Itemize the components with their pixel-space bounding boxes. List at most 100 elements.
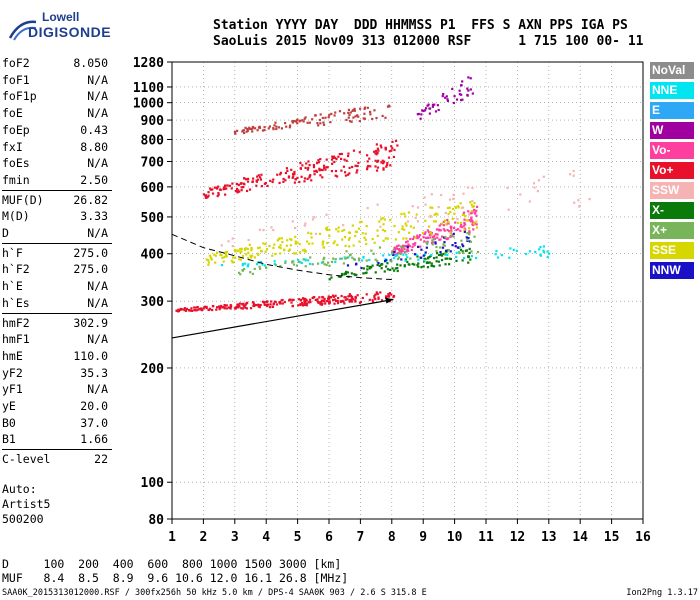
- data-point: [311, 263, 314, 266]
- data-point: [289, 244, 292, 247]
- data-point: [512, 248, 515, 251]
- data-point: [370, 266, 373, 269]
- data-point: [272, 303, 275, 306]
- data-point: [447, 212, 450, 216]
- param-row-fxi: fxI 8.80: [2, 140, 108, 156]
- data-point: [422, 254, 425, 257]
- data-point: [459, 221, 463, 225]
- data-point: [402, 244, 405, 247]
- data-point: [331, 162, 334, 165]
- data-point: [209, 188, 213, 191]
- data-point: [217, 193, 220, 196]
- distance-muf-table: D 100 200 400 600 800 1000 1500 3000 [km…: [2, 557, 348, 585]
- data-point: [403, 228, 406, 231]
- data-point: [220, 264, 224, 267]
- data-point: [419, 117, 422, 120]
- data-point: [316, 122, 319, 125]
- data-point: [409, 225, 413, 228]
- data-point: [339, 257, 342, 260]
- y-tick-label: 80: [148, 513, 164, 528]
- data-point: [217, 185, 220, 188]
- data-point: [475, 209, 478, 212]
- data-point: [420, 113, 423, 116]
- data-point: [461, 243, 464, 246]
- data-point: [348, 113, 351, 117]
- data-point: [175, 309, 178, 312]
- data-point: [288, 126, 291, 129]
- data-point: [471, 219, 474, 222]
- data-point: [460, 84, 463, 87]
- data-point: [334, 294, 337, 297]
- data-point: [428, 225, 431, 228]
- param-name: B0: [2, 415, 16, 430]
- data-point: [239, 251, 242, 254]
- data-point: [542, 245, 546, 248]
- data-point: [444, 253, 447, 256]
- data-point: [296, 118, 299, 121]
- data-point: [392, 257, 396, 260]
- data-point: [242, 186, 245, 189]
- data-point: [398, 247, 401, 251]
- data-point: [396, 254, 399, 257]
- data-point: [383, 218, 386, 221]
- data-point: [322, 246, 326, 249]
- data-point: [379, 291, 382, 294]
- data-point: [431, 236, 435, 239]
- data-point: [265, 303, 268, 307]
- data-point: [388, 292, 392, 295]
- data-point: [507, 208, 510, 211]
- data-point: [354, 234, 357, 238]
- data-point: [462, 192, 465, 195]
- data-point: [548, 252, 551, 255]
- data-point: [337, 155, 340, 158]
- x-tick-label: 1: [168, 530, 176, 545]
- data-point: [366, 154, 369, 157]
- data-point: [286, 169, 289, 173]
- data-point: [239, 247, 242, 251]
- data-point: [202, 307, 205, 310]
- data-point: [467, 89, 470, 92]
- data-point: [345, 250, 348, 253]
- data-point: [569, 173, 572, 176]
- data-point: [468, 251, 471, 255]
- data-point: [251, 130, 254, 133]
- data-point: [467, 261, 470, 264]
- data-point: [442, 243, 445, 246]
- data-point: [297, 298, 301, 301]
- data-point: [452, 197, 455, 201]
- data-point: [464, 223, 467, 226]
- data-point: [433, 103, 436, 106]
- data-point: [255, 184, 258, 187]
- data-point: [231, 261, 234, 264]
- param-value: N/A: [87, 295, 108, 310]
- data-point: [271, 305, 274, 309]
- data-point: [327, 115, 330, 119]
- data-point: [469, 212, 472, 215]
- data-point: [343, 296, 346, 299]
- data-point: [456, 218, 459, 221]
- x-tick-label: 14: [572, 530, 588, 545]
- data-point: [272, 229, 275, 232]
- data-point: [223, 306, 226, 309]
- data-point: [306, 168, 309, 171]
- data-point: [304, 259, 307, 262]
- data-point: [298, 180, 301, 184]
- data-point: [221, 306, 224, 309]
- data-point: [372, 252, 375, 255]
- data-point: [460, 223, 463, 226]
- data-point: [281, 240, 284, 244]
- data-point: [397, 256, 401, 259]
- data-point: [272, 246, 275, 249]
- data-point: [309, 256, 312, 259]
- data-point: [473, 235, 476, 238]
- data-point: [341, 238, 344, 241]
- data-point: [328, 301, 331, 304]
- data-point: [542, 250, 546, 254]
- data-point: [379, 144, 382, 147]
- data-point: [303, 302, 307, 305]
- data-point: [402, 253, 405, 256]
- data-point: [442, 236, 446, 239]
- data-point: [278, 246, 281, 249]
- data-point: [332, 242, 335, 245]
- data-point: [390, 259, 393, 263]
